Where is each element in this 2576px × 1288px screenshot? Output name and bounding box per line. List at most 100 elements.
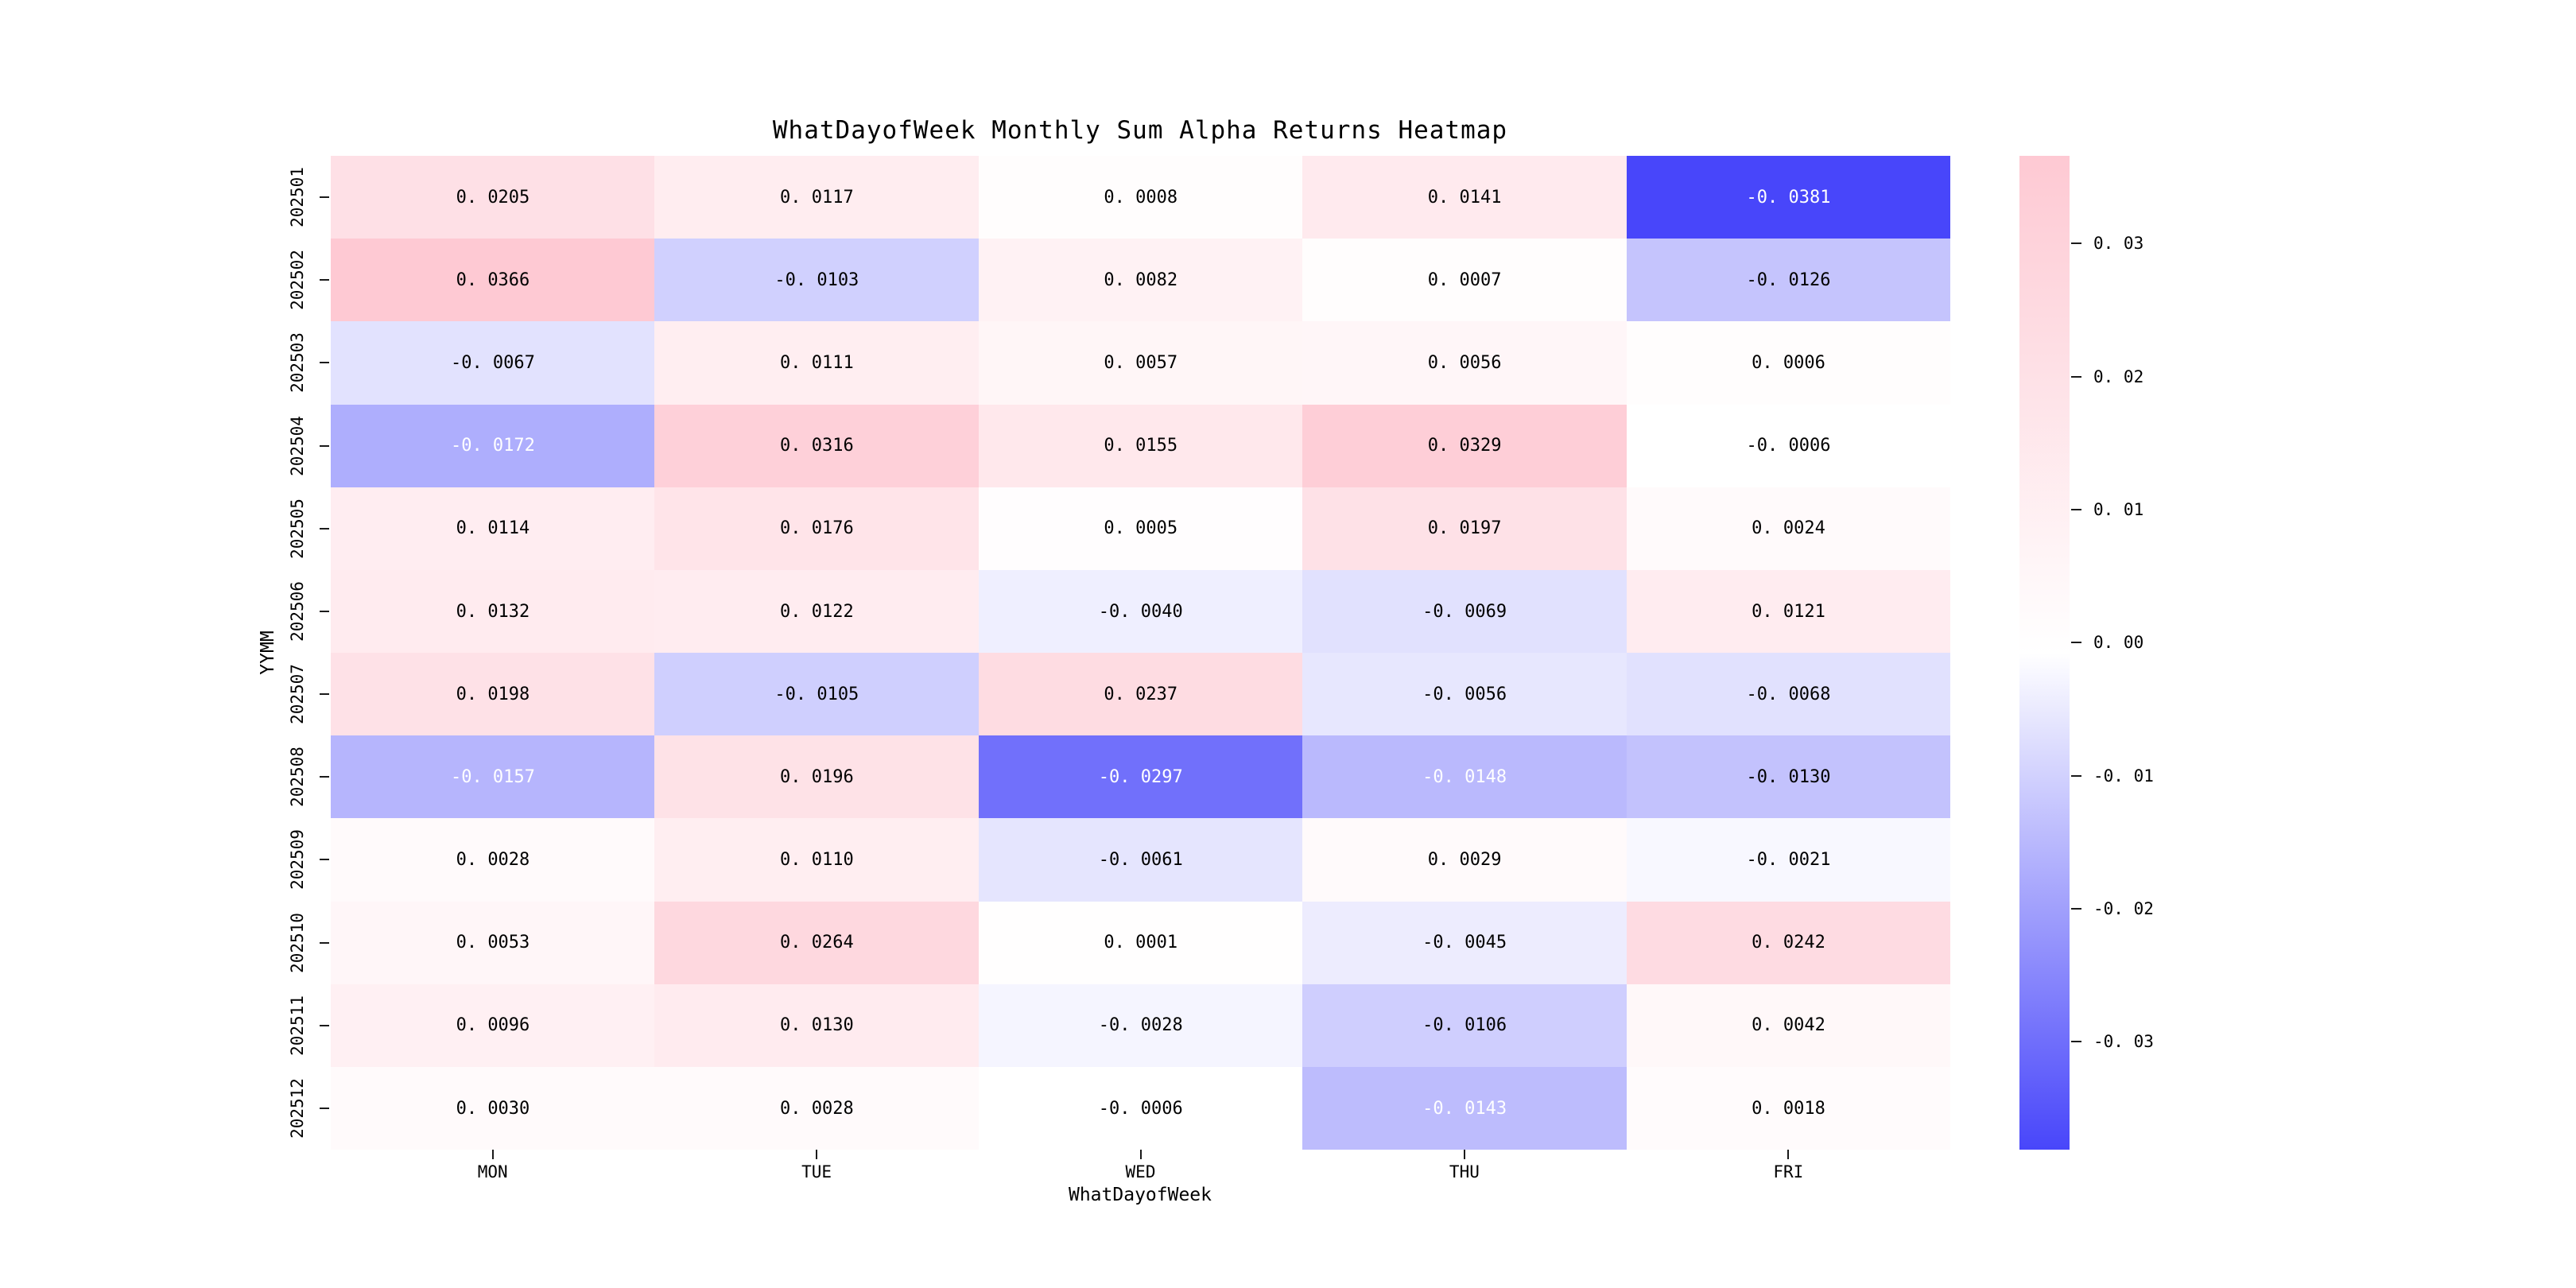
cell-value: -0. 0040 [1098,601,1183,622]
heatmap-cell: 0. 0096 [331,983,655,1068]
heatmap-cell: 0. 0114 [331,487,655,571]
heatmap-cell: 0. 0155 [978,404,1303,488]
cell-value: 0. 0042 [1752,1015,1825,1036]
y-tick-label: 202508 [288,747,307,808]
x-tick-mark [1139,1150,1142,1159]
y-tick-label: 202511 [288,995,307,1056]
cell-value: 0. 0197 [1427,518,1502,539]
heatmap-cell: 0. 0264 [654,901,980,985]
x-tick-mark [491,1150,494,1159]
heatmap-cell: 0. 0205 [331,156,655,239]
heatmap-cell: 0. 0024 [1626,487,1951,571]
cell-value: 0. 0155 [1104,436,1178,456]
cell-value: 0. 0176 [779,518,854,539]
colorbar-tick-mark [2071,642,2081,644]
cell-value: 0. 0141 [1427,187,1502,208]
x-tick-label: FRI [1773,1162,1804,1181]
heatmap-cell: -0. 0106 [1302,983,1627,1068]
heatmap-cell: 0. 0042 [1626,983,1951,1068]
x-tick-mark [1787,1150,1790,1159]
heatmap-cell: 0. 0117 [654,156,980,239]
colorbar-tick-label: -0. 01 [2093,766,2154,786]
heatmap-cell: 0. 0005 [978,487,1303,571]
colorbar-tick-mark [2071,774,2081,777]
heatmap-cell: 0. 0329 [1302,404,1627,488]
cell-value: 0. 0316 [779,436,854,456]
heatmap-cell: 0. 0082 [978,239,1303,322]
y-tick-mark [320,1107,329,1109]
heatmap-cell: 0. 0028 [654,1066,980,1150]
y-tick-label: 202505 [288,498,307,559]
heatmap-cell: -0. 0157 [331,735,655,819]
heatmap-cell: -0. 0069 [1302,569,1627,654]
heatmap-cell: 0. 0242 [1626,901,1951,985]
cell-value: -0. 0069 [1422,601,1507,622]
cell-value: -0. 0105 [774,684,859,704]
heatmap-cell: 0. 0008 [978,156,1303,239]
y-tick-label: 202506 [288,580,307,642]
cell-value: 0. 0005 [1104,518,1178,539]
heatmap-cell: -0. 0006 [978,1066,1303,1150]
y-tick-mark [320,196,329,199]
heatmap-cell: 0. 0316 [654,404,980,488]
cell-value: 0. 0006 [1752,353,1825,374]
heatmap-cell: 0. 0130 [654,983,980,1068]
cell-value: 0. 0205 [456,187,530,208]
chart-title: WhatDayofWeek Monthly Sum Alpha Returns … [772,116,1508,145]
cell-value: 0. 0030 [456,1098,530,1119]
y-tick-label: 202502 [288,250,307,311]
y-tick-label: 202504 [288,415,307,476]
colorbar-tick-mark [2071,1041,2081,1043]
cell-value: -0. 0106 [1422,1015,1507,1036]
cell-value: 0. 0007 [1427,270,1502,290]
colorbar-tick-label: 0. 00 [2093,633,2144,653]
cell-value: 0. 0082 [1104,270,1178,290]
x-tick-mark [816,1150,818,1159]
heatmap-cell: 0. 0366 [331,239,655,322]
heatmap-cell: -0. 0028 [978,983,1303,1068]
cell-value: 0. 0329 [1427,436,1502,456]
y-tick-mark [320,610,329,612]
y-tick-mark [320,693,329,696]
heatmap-cell: -0. 0143 [1302,1066,1627,1150]
cell-value: -0. 0157 [450,766,535,787]
cell-value: -0. 0006 [1746,436,1831,456]
cell-value: 0. 0196 [779,766,854,787]
y-tick-label: 202509 [288,829,307,890]
cell-value: 0. 0114 [456,518,530,539]
cell-value: -0. 0130 [1746,766,1831,787]
colorbar-tick-mark [2071,375,2081,378]
y-tick-mark [320,444,329,447]
cell-value: 0. 0001 [1104,933,1178,953]
heatmap-cell: 0. 0141 [1302,156,1627,239]
heatmap-cell: -0. 0040 [978,569,1303,654]
cell-value: -0. 0056 [1422,684,1507,704]
cell-value: -0. 0045 [1422,933,1507,953]
cell-value: 0. 0111 [779,353,854,374]
y-tick-mark [320,1024,329,1026]
y-tick-mark [320,776,329,778]
cell-value: -0. 0021 [1746,850,1831,871]
cell-value: 0. 0018 [1752,1098,1825,1119]
colorbar-tick-label: -0. 03 [2093,1032,2154,1052]
heatmap-cell: -0. 0105 [654,653,980,736]
cell-value: 0. 0121 [1752,601,1825,622]
colorbar-tick-label: 0. 01 [2093,500,2144,520]
y-tick-mark [320,859,329,861]
heatmap-cell: -0. 0068 [1626,653,1951,736]
y-tick-label: 202512 [288,1077,307,1139]
colorbar-tick-mark [2071,242,2081,245]
y-tick-mark [320,279,329,281]
cell-value: -0. 0297 [1098,766,1183,787]
heatmap-cell: 0. 0176 [654,487,980,571]
heatmap-cell: -0. 0126 [1626,239,1951,322]
y-tick-label: 202510 [288,912,307,973]
cell-value: 0. 0237 [1104,684,1178,704]
heatmap-cell: -0. 0006 [1626,404,1951,488]
y-axis-label: YYMM [258,630,278,675]
cell-value: 0. 0008 [1104,187,1178,208]
cell-value: 0. 0028 [779,1098,854,1119]
heatmap-grid: 0. 0205 0. 0117 0. 0008 0. 0141 -0. 0381 0. 0… [331,156,1951,1150]
heatmap-cell: -0. 0381 [1626,156,1951,239]
